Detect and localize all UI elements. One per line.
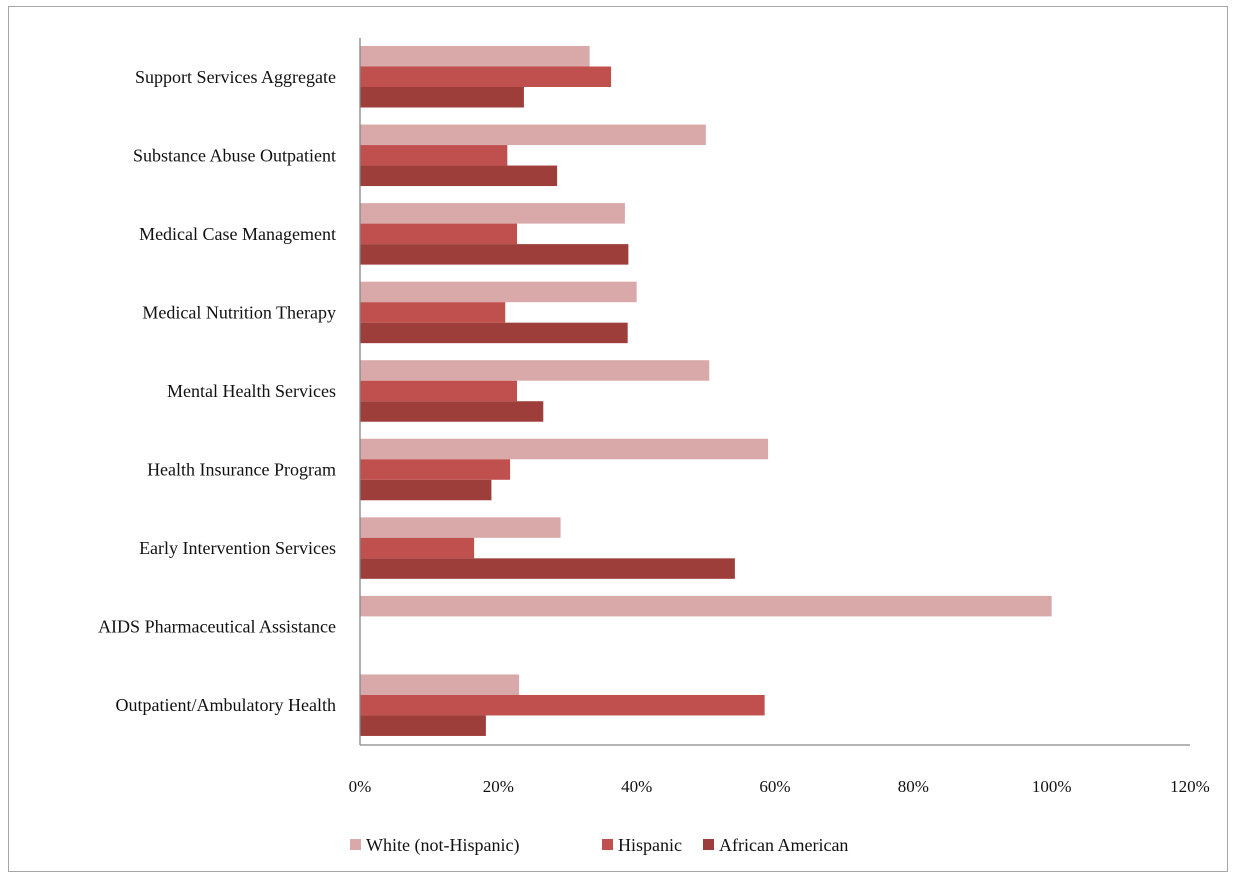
bar-hispanic-4 [360, 380, 518, 402]
legend-swatch [350, 839, 361, 850]
legend-swatch [703, 839, 714, 850]
category-label: AIDS Pharmaceutical Assistance [98, 617, 336, 637]
legend: White (not-Hispanic) Hispanic African Amer… [350, 835, 848, 856]
bar-african-american-8 [360, 87, 524, 108]
category-label: Medical Nutrition Therapy [142, 302, 336, 322]
x-tick-label: 40% [621, 777, 652, 796]
category-label: Substance Abuse Outpatient [133, 145, 336, 165]
bar-hispanic-3 [360, 459, 511, 480]
bar-hispanic-5 [360, 302, 506, 323]
bar-african-american-6 [360, 244, 629, 265]
category-label: Mental Health Services [167, 381, 336, 401]
bar-white-not-hispanic--3 [360, 438, 769, 460]
x-tick-label: 0% [349, 777, 372, 796]
category-label: Health Insurance Program [147, 460, 336, 480]
bar-african-american-4 [360, 401, 544, 422]
category-label: Medical Case Management [139, 224, 336, 244]
x-tick-label: 80% [898, 777, 929, 796]
bar-african-american-7 [360, 165, 558, 187]
bar-white-not-hispanic--8 [360, 46, 590, 67]
x-tick-label: 100% [1032, 777, 1072, 796]
bar-white-not-hispanic--5 [360, 281, 637, 303]
legend-label: White (not-Hispanic) [366, 835, 519, 856]
bar-white-not-hispanic--4 [360, 360, 710, 381]
x-tick-label: 60% [759, 777, 790, 796]
category-label: Early Intervention Services [139, 538, 336, 558]
bar-african-american-2 [360, 558, 735, 579]
bar-white-not-hispanic--1 [360, 595, 1052, 617]
bar-white-not-hispanic--2 [360, 517, 561, 538]
bar-african-american-5 [360, 322, 628, 344]
bar-white-not-hispanic--6 [360, 203, 625, 224]
legend-label: African American [719, 835, 848, 855]
x-tick-label: 20% [483, 777, 514, 796]
bar-hispanic-2 [360, 537, 475, 559]
bar-african-american-0 [360, 715, 486, 736]
bar-hispanic-8 [360, 66, 612, 87]
bar-hispanic-7 [360, 145, 508, 166]
legend-swatch [602, 839, 613, 850]
legend-label: Hispanic [618, 835, 682, 855]
x-tick-labels: 0% 20% 40% 60% 80% 100% 120% [349, 777, 1210, 796]
bars-layer [360, 46, 1052, 736]
bar-white-not-hispanic--0 [360, 674, 520, 695]
bar-hispanic-0 [360, 694, 765, 716]
bar-hispanic-6 [360, 223, 518, 245]
x-tick-label: 120% [1170, 777, 1210, 796]
category-label: Outpatient/Ambulatory Health [116, 695, 336, 715]
bar-african-american-3 [360, 479, 492, 501]
category-labels: Outpatient/Ambulatory Health AIDS Pharmac… [98, 67, 336, 715]
bar-white-not-hispanic--7 [360, 124, 706, 146]
category-label: Support Services Aggregate [135, 67, 336, 87]
